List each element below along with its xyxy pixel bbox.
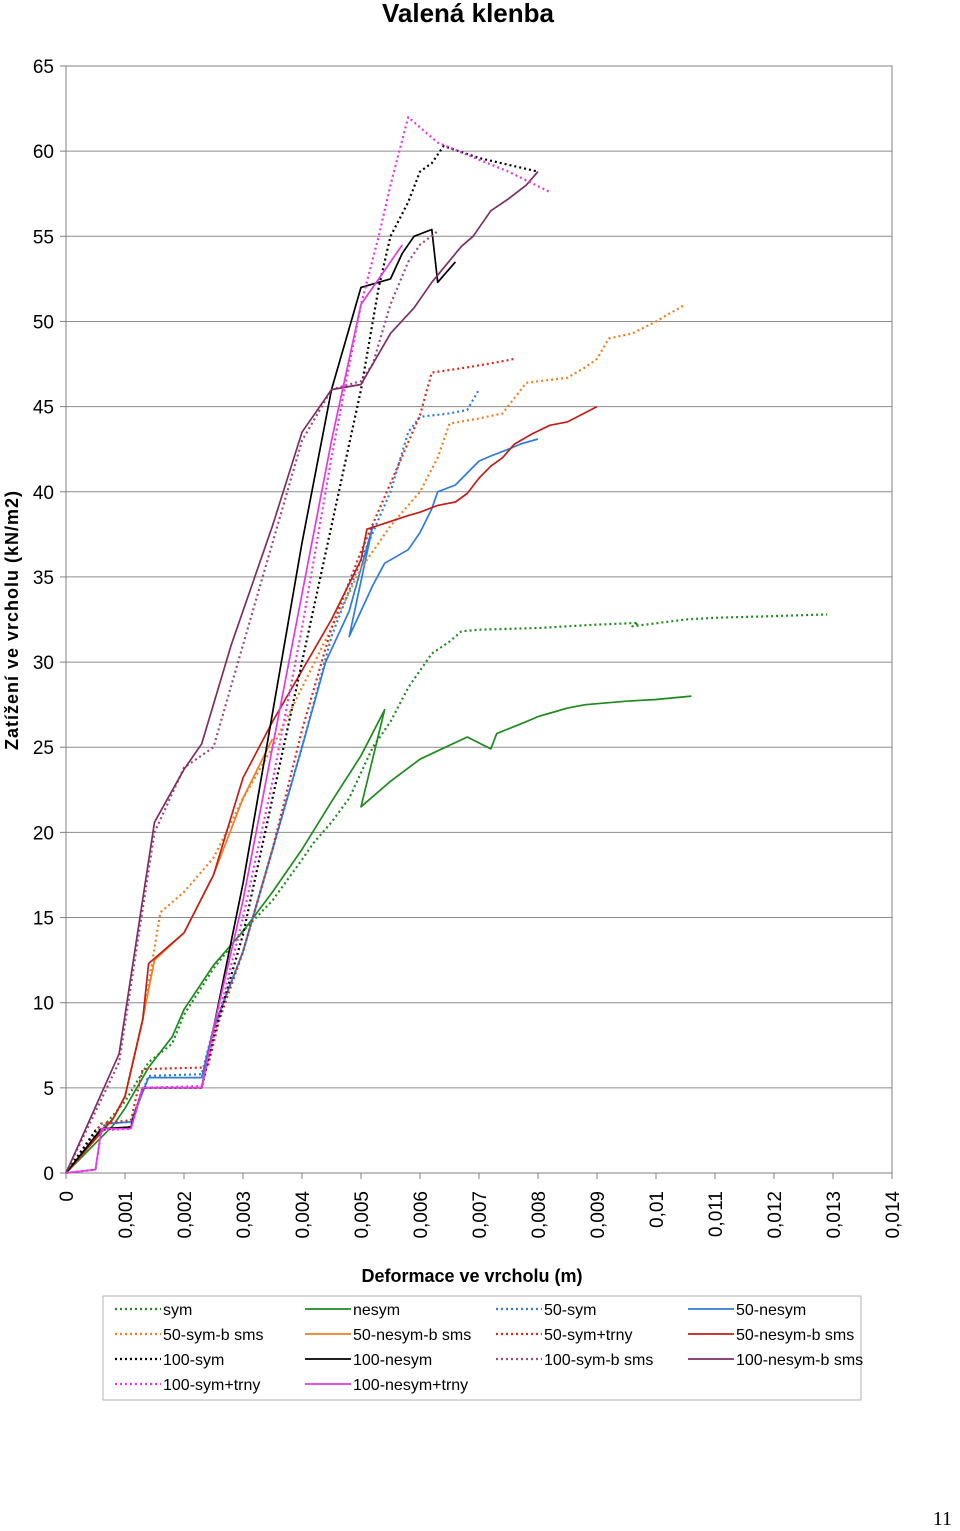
legend-label: 50-sym-b sms bbox=[163, 1327, 263, 1344]
x-tick-label: 0,012 bbox=[765, 1191, 786, 1239]
legend-label: 50-nesym-b sms bbox=[353, 1327, 471, 1344]
x-tick-label: 0,002 bbox=[175, 1191, 196, 1239]
series-line bbox=[65, 389, 480, 1174]
y-tick-label: 25 bbox=[33, 738, 54, 759]
series-lines bbox=[65, 115, 828, 1175]
series-line bbox=[65, 695, 692, 1174]
legend: sym nesym 50-sym 50-nesym 50-sym-b sms 50-nes… bbox=[102, 1295, 863, 1401]
x-tick-label: 0,007 bbox=[470, 1191, 491, 1239]
plot-area-frame bbox=[65, 65, 893, 1174]
x-axis-ticks: 0 0,001 0,002 0,003 0,004 0,005 0,006 0,007 0,00… bbox=[57, 1173, 904, 1239]
y-axis-title: Zatížení ve vrcholu (kN/m2) bbox=[2, 490, 22, 750]
y-axis-ticks: 0 5 10 15 20 25 30 35 40 45 50 55 60 65 bbox=[33, 57, 66, 1185]
y-tick-label: 50 bbox=[33, 312, 54, 333]
x-tick-label: 0,01 bbox=[647, 1191, 668, 1228]
x-tick-label: 0,003 bbox=[234, 1191, 255, 1239]
y-tick-label: 15 bbox=[33, 909, 54, 930]
legend-label: 50-sym bbox=[544, 1302, 596, 1319]
series-line bbox=[65, 438, 539, 1174]
series-line bbox=[65, 357, 515, 1174]
page-number: 11 bbox=[932, 1508, 952, 1530]
series-line bbox=[65, 244, 403, 1174]
y-tick-label: 30 bbox=[33, 653, 54, 674]
series-line bbox=[65, 230, 439, 1174]
series-line bbox=[65, 144, 539, 1174]
legend-label: 100-nesym+trny bbox=[353, 1377, 468, 1394]
x-tick-label: 0,008 bbox=[529, 1191, 550, 1239]
x-tick-label: 0 bbox=[57, 1191, 78, 1202]
y-tick-label: 45 bbox=[33, 398, 54, 419]
series-line bbox=[65, 405, 598, 1174]
legend-label: nesym bbox=[353, 1302, 400, 1319]
x-tick-label: 0,005 bbox=[352, 1191, 373, 1239]
x-axis-title: Deformace ve vrcholu (m) bbox=[361, 1266, 582, 1286]
legend-label: 100-nesym bbox=[353, 1352, 432, 1369]
legend-frame bbox=[102, 1295, 862, 1401]
x-tick-label: 0,013 bbox=[824, 1191, 845, 1239]
x-tick-label: 0,004 bbox=[293, 1191, 314, 1239]
series-line bbox=[65, 171, 539, 1174]
series-line bbox=[65, 613, 828, 1174]
x-tick-label: 0,009 bbox=[588, 1191, 609, 1239]
series-line bbox=[65, 115, 551, 1175]
y-tick-label: 65 bbox=[33, 57, 54, 78]
legend-label: 50-nesym-b sms bbox=[736, 1327, 854, 1344]
chart-title: Valená klenba bbox=[382, 0, 555, 28]
legend-label: sym bbox=[163, 1302, 192, 1319]
series-line bbox=[65, 228, 457, 1174]
y-tick-label: 20 bbox=[33, 823, 54, 844]
y-tick-label: 60 bbox=[33, 142, 54, 163]
legend-label: 50-nesym bbox=[736, 1302, 806, 1319]
legend-label: 100-nesym-b sms bbox=[736, 1352, 863, 1369]
legend-label: 50-sym+trny bbox=[544, 1327, 632, 1344]
y-tick-label: 10 bbox=[33, 994, 54, 1015]
y-tick-label: 35 bbox=[33, 568, 54, 589]
legend-label: 100-sym-b sms bbox=[544, 1352, 653, 1369]
legend-label: 100-sym+trny bbox=[163, 1377, 260, 1394]
y-tick-label: 5 bbox=[43, 1079, 54, 1100]
gridlines bbox=[66, 65, 892, 1089]
x-tick-label: 0,014 bbox=[883, 1191, 904, 1239]
x-tick-label: 0,011 bbox=[706, 1191, 727, 1237]
x-tick-label: 0,006 bbox=[411, 1191, 432, 1239]
series-line bbox=[65, 303, 687, 1174]
y-tick-label: 40 bbox=[33, 483, 54, 504]
legend-label: 100-sym bbox=[163, 1352, 224, 1369]
x-tick-label: 0,001 bbox=[116, 1191, 137, 1239]
y-tick-label: 0 bbox=[43, 1164, 54, 1185]
y-tick-label: 55 bbox=[33, 227, 54, 248]
